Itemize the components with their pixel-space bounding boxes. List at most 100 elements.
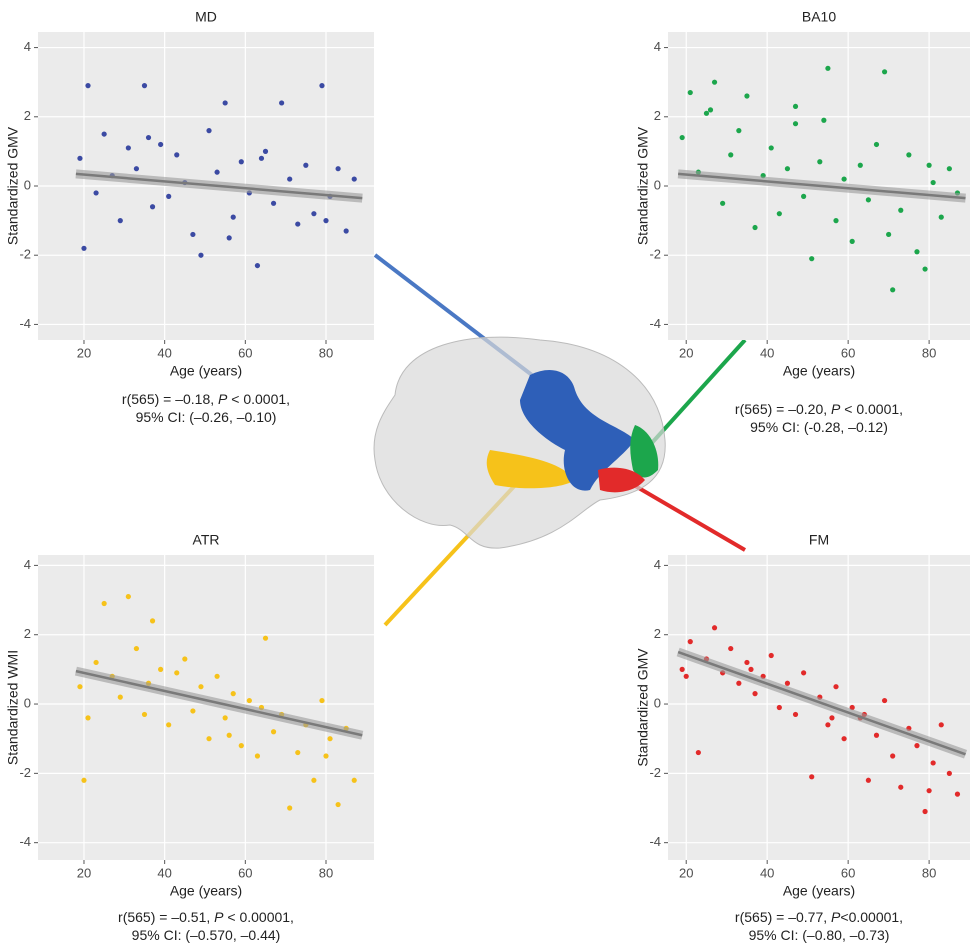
point: [736, 128, 742, 134]
panel-title: FM: [809, 532, 829, 548]
point: [914, 743, 920, 749]
x-tick-label: 40: [760, 865, 774, 880]
point: [687, 639, 693, 645]
point: [930, 179, 936, 186]
point: [145, 134, 152, 141]
y-tick-label: 4: [654, 557, 661, 572]
x-tick-label: 20: [77, 865, 91, 880]
point: [133, 166, 140, 172]
point: [865, 777, 871, 783]
point: [125, 145, 131, 151]
x-tick-label: 40: [760, 345, 774, 360]
point: [287, 805, 293, 811]
point: [930, 760, 936, 766]
stat-note-part: P: [218, 391, 228, 407]
stat-note: 95% CI: (-0.28, –0.12): [750, 419, 888, 435]
point: [323, 218, 329, 224]
y-tick-label: 0: [654, 177, 661, 192]
stat-note-part: < 0.0001,: [227, 391, 290, 407]
point: [287, 176, 293, 182]
point: [214, 169, 220, 175]
point: [720, 200, 726, 206]
point: [849, 238, 855, 244]
point: [214, 673, 220, 679]
stat-note-part: <0.00001,: [840, 909, 903, 925]
x-tick-label: 80: [922, 865, 936, 880]
point: [182, 656, 188, 662]
point: [166, 193, 172, 199]
point: [792, 103, 799, 110]
point: [85, 83, 91, 89]
point: [683, 673, 689, 679]
stat-note-part: r(565) = –0.18,: [122, 391, 218, 407]
point: [825, 65, 831, 71]
point: [81, 777, 87, 783]
point: [748, 666, 754, 672]
y-axis-label: Standardized GMV: [5, 126, 21, 245]
point: [226, 732, 232, 738]
stat-note-part: P: [831, 909, 841, 925]
point: [938, 722, 944, 728]
stat-note-part: P: [214, 909, 224, 925]
point: [695, 749, 701, 756]
y-tick-label: 2: [24, 626, 31, 641]
point: [679, 134, 685, 141]
point: [222, 715, 228, 721]
point: [711, 625, 718, 631]
x-tick-label: 20: [679, 865, 693, 880]
point: [801, 670, 807, 676]
point: [679, 666, 685, 672]
y-tick-label: -4: [19, 834, 31, 849]
point: [254, 262, 261, 269]
point: [133, 645, 140, 652]
point: [752, 691, 758, 697]
point: [873, 732, 880, 738]
point: [327, 736, 333, 742]
plot-background: [668, 555, 970, 860]
point: [262, 635, 269, 641]
point: [829, 715, 835, 721]
stat-note: 95% CI: (–0.26, –0.10): [136, 409, 277, 425]
point: [311, 777, 317, 783]
point: [279, 100, 285, 106]
x-tick-label: 40: [157, 345, 171, 360]
x-axis-label: Age (years): [170, 883, 242, 899]
point: [335, 801, 341, 808]
stat-note: 95% CI: (–0.80, –0.73): [749, 927, 890, 943]
point: [841, 176, 847, 182]
point: [768, 145, 774, 151]
point: [174, 152, 180, 158]
panel-title: ATR: [193, 532, 220, 548]
point: [141, 83, 148, 89]
point: [821, 117, 827, 123]
point: [776, 211, 782, 217]
md-region: [520, 370, 635, 491]
stat-note-part: 95% CI: (–0.80, –0.73): [749, 927, 890, 943]
point: [728, 152, 734, 158]
point: [809, 256, 815, 262]
y-tick-label: 0: [24, 695, 31, 710]
y-tick-label: 0: [654, 695, 661, 710]
x-tick-label: 60: [238, 865, 252, 880]
x-tick-label: 60: [841, 865, 855, 880]
point: [809, 774, 815, 780]
stat-note-part: r(565) = –0.20,: [735, 401, 831, 417]
point: [222, 100, 228, 106]
stat-note-part: < 0.00001,: [224, 909, 294, 925]
point: [226, 235, 232, 241]
fit-line: [677, 650, 966, 756]
y-tick-label: -2: [649, 765, 661, 780]
stat-note-part: 95% CI: (–0.570, –0.44): [132, 927, 281, 943]
point: [711, 79, 718, 85]
point: [335, 166, 341, 172]
point: [752, 224, 758, 231]
x-tick-label: 60: [238, 345, 252, 360]
y-tick-label: 4: [24, 39, 31, 54]
stat-note: r(565) = –0.20, P < 0.0001,: [735, 401, 903, 417]
point: [906, 152, 912, 158]
point: [922, 266, 928, 272]
point: [873, 141, 880, 148]
point: [922, 808, 928, 815]
x-tick-label: 40: [157, 865, 171, 880]
connector: [648, 338, 747, 447]
